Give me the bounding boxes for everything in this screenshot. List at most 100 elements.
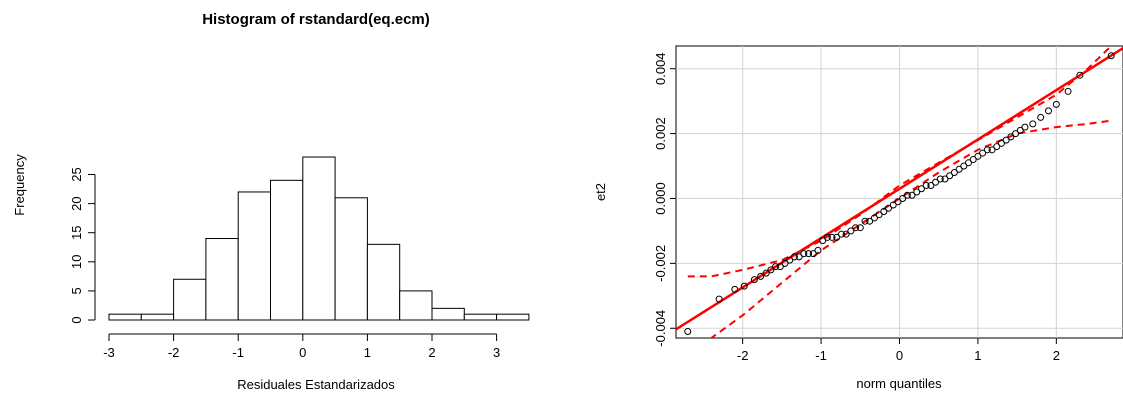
qq-point (715, 295, 723, 303)
qq-point (899, 194, 907, 202)
qq-point (965, 159, 973, 167)
qq-point (1021, 123, 1029, 131)
qq-point (927, 182, 935, 190)
qq-point (795, 253, 803, 261)
qq-point (1016, 126, 1024, 134)
qq-point (1037, 113, 1045, 121)
qq-point (950, 169, 958, 177)
qq-point (946, 172, 954, 180)
qq-reference-line-path (676, 47, 1123, 331)
qq-x-tick-label: 0 (896, 348, 903, 363)
qq-point (903, 191, 911, 199)
qq-point (866, 217, 874, 225)
histogram-bar (399, 290, 433, 321)
qq-point (800, 250, 808, 258)
histogram-bar (496, 313, 530, 321)
qq-point (805, 250, 813, 258)
histogram-y-tick-label: 10 (69, 255, 84, 269)
histogram-bar (463, 313, 498, 321)
qq-point (856, 224, 864, 232)
qq-point (757, 272, 765, 280)
histogram-bar (334, 197, 368, 321)
qq-point (1076, 71, 1084, 79)
histogram-x-tick-label: 3 (493, 345, 500, 360)
histogram-title: Histogram of rstandard(eq.ecm) (202, 11, 430, 28)
histogram-bar (366, 243, 401, 321)
qq-point (917, 185, 925, 193)
histogram-y-axis: 0 5 10 15 20 25 (69, 167, 96, 324)
qq-point (936, 175, 944, 183)
histogram-y-tick-label: 15 (69, 225, 84, 239)
qq-point (997, 139, 1005, 147)
qq-x-tick-label: -1 (815, 348, 827, 363)
histogram-y-label: Frequency (12, 154, 27, 216)
qq-point (1107, 52, 1115, 60)
qq-point (1045, 107, 1052, 115)
qq-point (870, 214, 878, 222)
qq-y-tick-label: -0.002 (653, 245, 668, 282)
qq-envelope-lower (708, 119, 1112, 338)
qq-point (772, 263, 780, 271)
qq-point (833, 233, 841, 241)
qq-point (762, 269, 770, 277)
qq-confidence-envelope (687, 46, 1112, 338)
qq-point (960, 162, 968, 170)
qq-point (731, 285, 739, 293)
histogram-x-tick-label: 2 (428, 345, 435, 360)
qq-point (823, 233, 831, 241)
qq-point (932, 178, 940, 186)
histogram-x-tick-label: -2 (168, 345, 180, 360)
qq-grid (676, 46, 1123, 338)
qq-point (885, 204, 893, 212)
qq-x-label: norm quantiles (856, 376, 942, 391)
qq-point (1007, 133, 1015, 141)
qq-point (847, 227, 855, 235)
qq-point (828, 233, 836, 241)
qq-point (922, 182, 930, 190)
qq-y-axis: -0.004 -0.002 0.000 0.002 0.004 (653, 52, 676, 347)
qq-point (781, 259, 789, 267)
histogram-x-tick-label: -3 (103, 345, 115, 360)
qq-point (767, 266, 775, 274)
qq-y-label: et2 (593, 183, 608, 201)
histogram-bar (108, 313, 142, 321)
qq-point (837, 230, 845, 238)
qq-point (941, 175, 949, 183)
qq-point (908, 191, 916, 199)
histogram-bar (173, 278, 207, 321)
histogram-x-tick-label: 1 (364, 345, 371, 360)
qq-point (814, 246, 822, 254)
qq-y-tick-label: 0.002 (653, 117, 668, 150)
histogram-bar (205, 238, 239, 321)
qq-point (1012, 130, 1020, 138)
qq-point (1064, 87, 1072, 95)
histogram-x-label: Residuales Estandarizados (237, 377, 395, 392)
histogram-bar (270, 179, 304, 321)
qq-point (790, 253, 798, 261)
qq-point (819, 237, 827, 245)
histogram-y-tick-label: 0 (69, 316, 84, 323)
histogram-y-tick-label: 20 (69, 196, 84, 210)
qq-point (750, 276, 758, 284)
qq-x-axis: -2 -1 0 1 2 (737, 338, 1060, 363)
qq-point (889, 201, 897, 209)
qq-point (776, 263, 784, 271)
histogram-bars (108, 156, 530, 321)
qq-point (979, 149, 987, 157)
histogram-y-tick-label: 25 (69, 167, 84, 181)
histogram-bar (237, 191, 271, 321)
qq-point (983, 146, 991, 154)
qq-x-tick-label: 1 (974, 348, 981, 363)
histogram-bar (302, 156, 336, 321)
qq-reference-line (676, 47, 1123, 331)
histogram-x-axis: -3 -2 -1 0 1 2 3 (103, 333, 500, 360)
qq-point (988, 146, 996, 154)
qq-points (684, 52, 1115, 336)
histogram-bar (431, 307, 465, 321)
qq-point (861, 217, 869, 225)
qq-point (969, 156, 977, 164)
qq-point (875, 211, 883, 219)
qq-point (913, 188, 921, 196)
